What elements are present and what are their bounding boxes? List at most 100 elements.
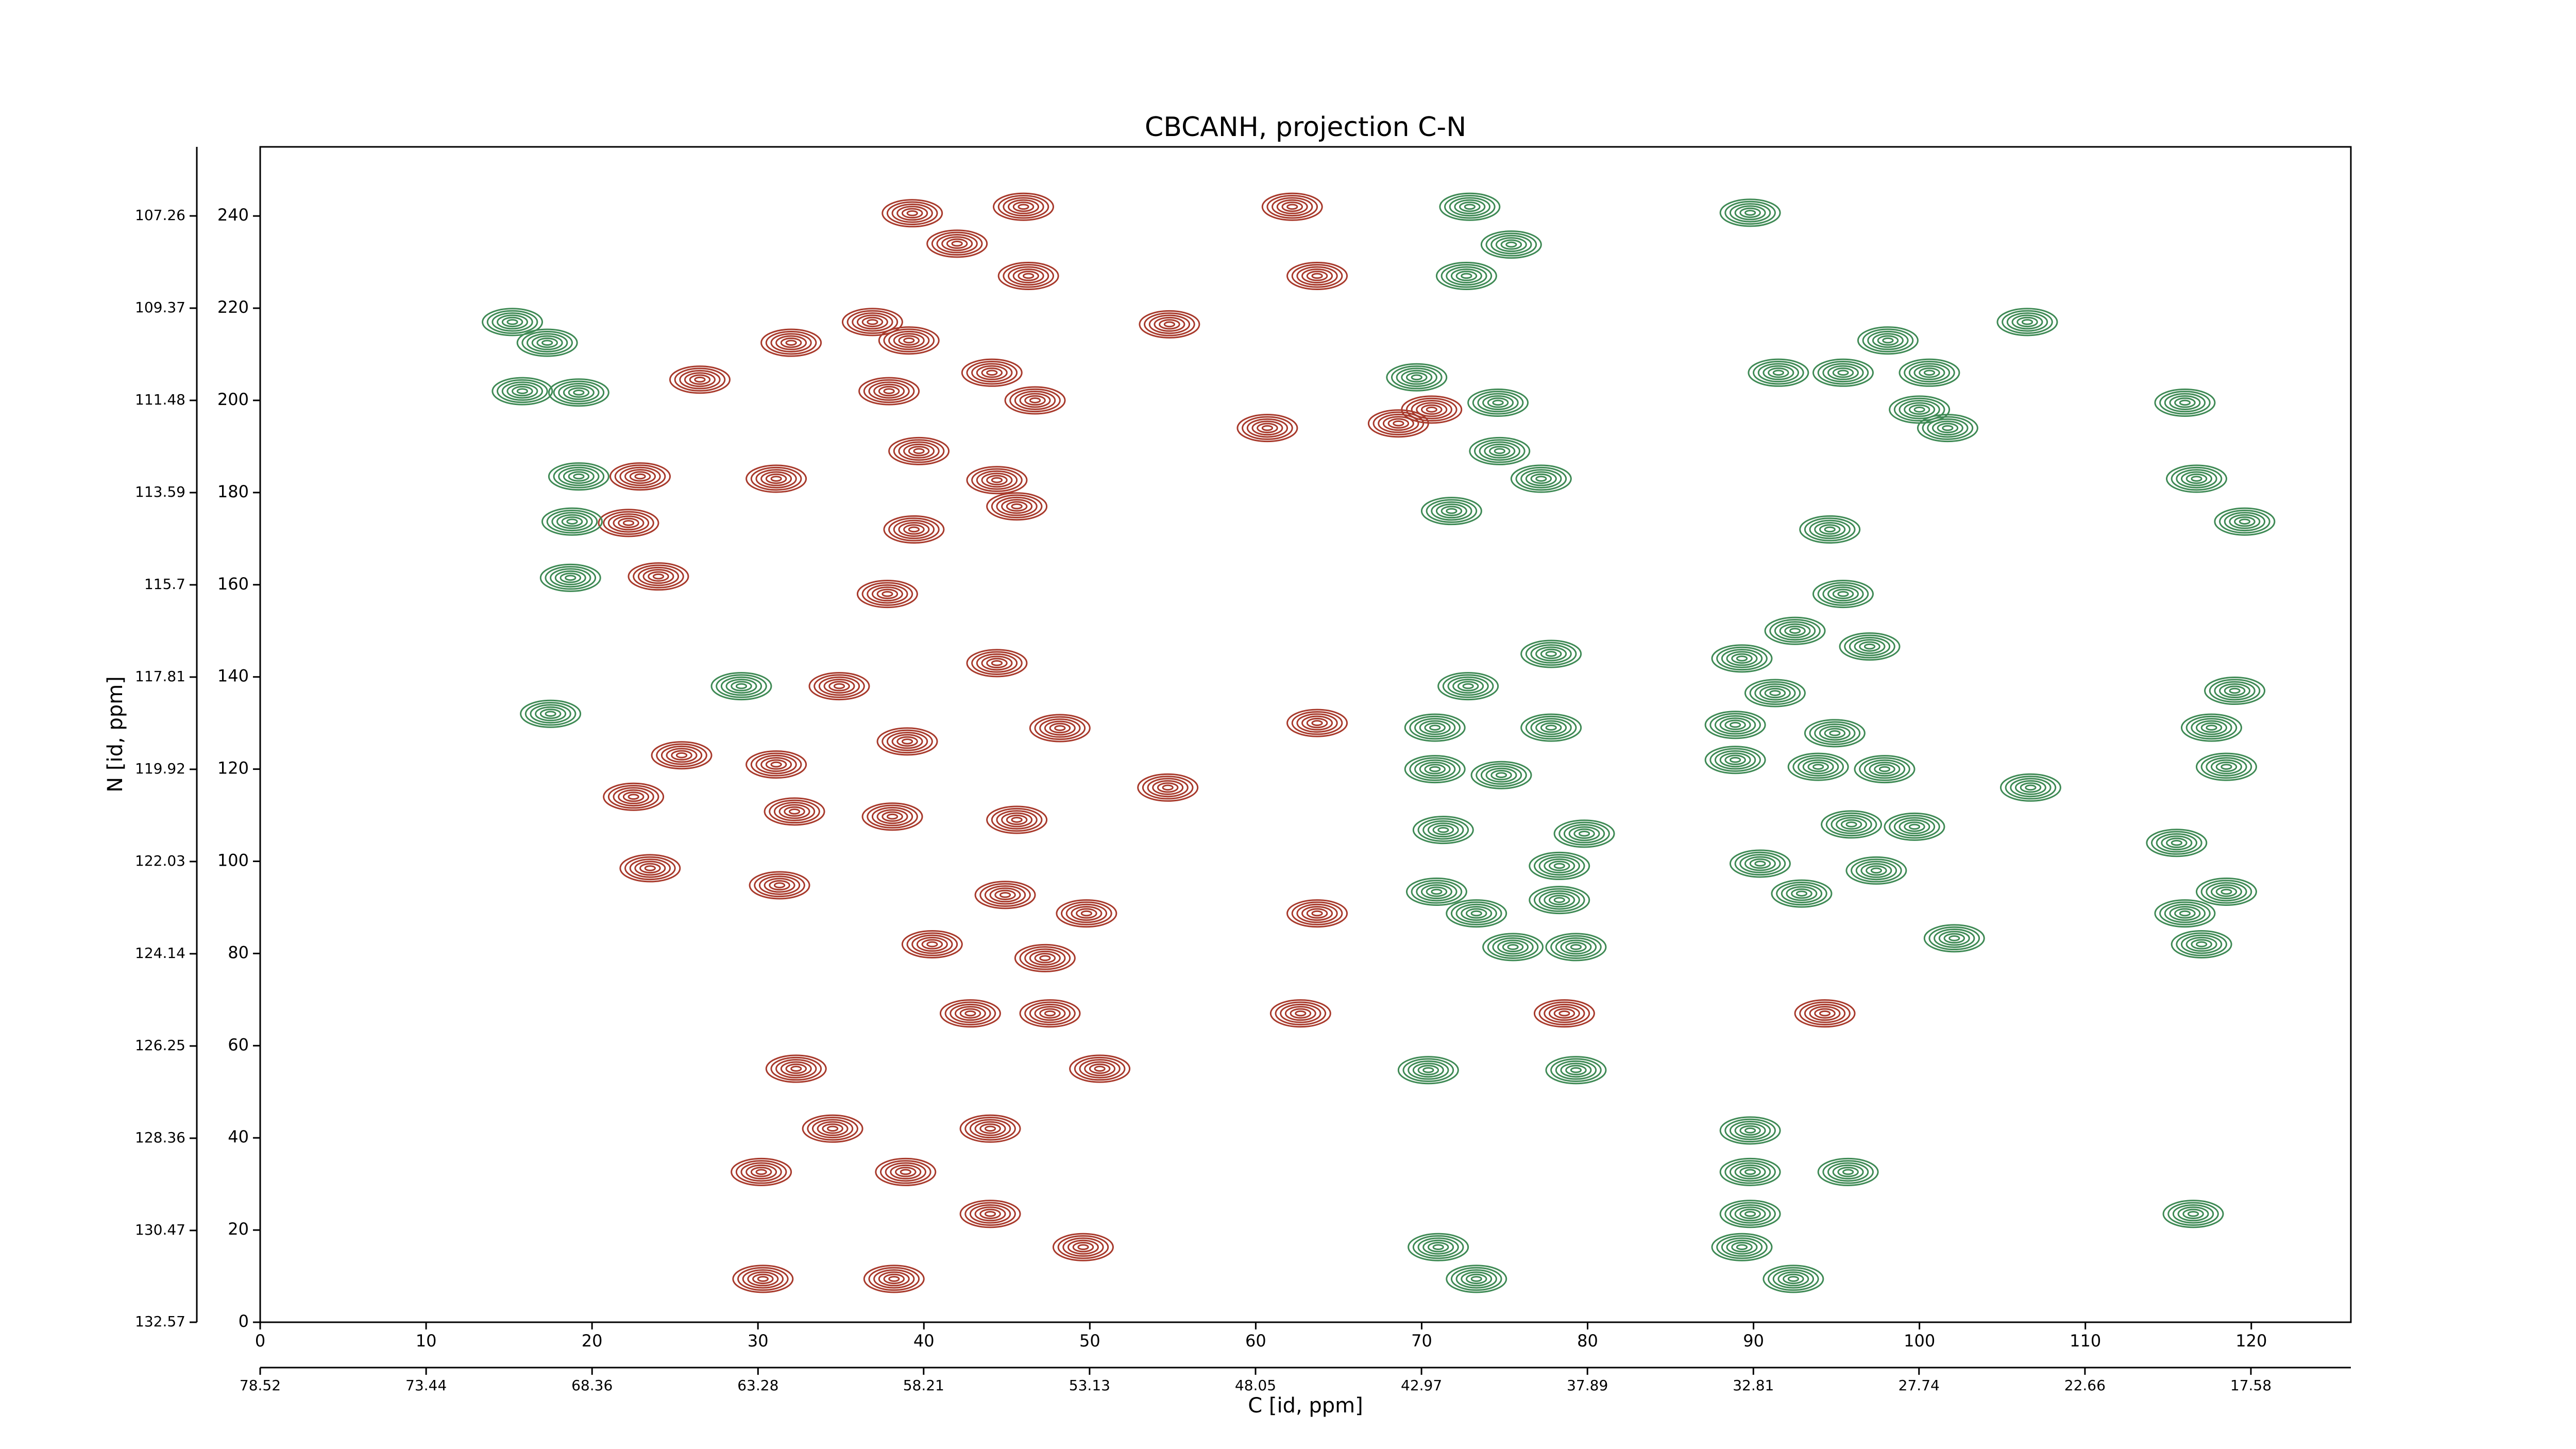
contour-level: [1867, 330, 1909, 350]
contour-level: [996, 810, 1038, 830]
contour-level: [1791, 888, 1812, 899]
y-tick-label: 100: [217, 850, 249, 870]
contour-level: [966, 649, 1028, 678]
contour-level: [652, 573, 665, 580]
contour-level: [1719, 1157, 1781, 1186]
contour-level: [1311, 720, 1323, 726]
contour-level: [1799, 515, 1861, 544]
contour-level: [1011, 503, 1023, 510]
contour-level: [1729, 756, 1741, 763]
peak: [1764, 616, 1826, 645]
contour-level: [1711, 644, 1773, 673]
contour-level: [2206, 724, 2217, 731]
contour-level: [541, 340, 553, 346]
contour-level: [2234, 516, 2256, 527]
contour-level: [1869, 762, 1901, 777]
contour-level: [1029, 397, 1041, 403]
x-tick-label: 120: [2235, 1331, 2267, 1351]
contour-level: [1306, 271, 1328, 281]
contour-level: [1405, 878, 1467, 906]
contour-level: [1545, 1056, 1607, 1085]
peak: [1437, 672, 1499, 701]
contour-level: [750, 466, 802, 491]
contour-level: [639, 863, 661, 874]
contour-level: [1525, 471, 1557, 486]
contour-level: [1787, 1276, 1800, 1282]
contour-level: [2185, 715, 2238, 740]
contour-level: [1882, 337, 1894, 344]
contour-level: [1284, 1006, 1316, 1021]
contour-level: [545, 566, 597, 590]
contour-level: [1246, 418, 1289, 438]
contour-level: [1544, 892, 1575, 908]
contour-level: [984, 885, 1026, 905]
contour-level: [1719, 717, 1751, 733]
contour-level: [2167, 1202, 2219, 1226]
contour-level: [1139, 310, 1200, 339]
contour-level: [1736, 1244, 1748, 1251]
contour-level: [1877, 335, 1899, 346]
peak: [959, 1114, 1021, 1143]
contour-level: [2151, 831, 2202, 855]
contour-level: [1884, 812, 1945, 841]
contour-level: [1530, 644, 1572, 664]
contour-level: [1306, 717, 1328, 729]
contour-level: [1408, 1233, 1469, 1261]
contour-level: [770, 333, 812, 353]
contour-level: [1057, 1235, 1109, 1259]
contour-level: [2221, 888, 2232, 895]
contour-level: [1709, 748, 1761, 772]
contour-level: [1538, 856, 1580, 876]
contour-level: [1753, 361, 1804, 385]
contour-level: [1479, 441, 1520, 461]
contour-level: [1919, 367, 1940, 378]
contour-level: [1908, 823, 1921, 830]
peak: [1401, 395, 1463, 424]
contour-level: [1424, 722, 1446, 733]
peak: [1711, 1233, 1773, 1261]
contour-level: [1570, 944, 1582, 950]
x2-tick-label: 63.28: [737, 1377, 778, 1394]
contour-level: [999, 891, 1011, 898]
contour-level: [1837, 591, 1849, 597]
contour-level: [2224, 512, 2266, 532]
contour-level: [1769, 690, 1781, 696]
peak: [802, 1114, 863, 1143]
contour-level: [573, 473, 585, 480]
peak: [2195, 878, 2257, 906]
contour-level: [1893, 817, 1936, 837]
contour-level: [1488, 446, 1511, 457]
contour-level: [876, 809, 908, 824]
contour-level: [911, 934, 953, 954]
contour-level: [568, 471, 590, 482]
peak: [1467, 388, 1529, 417]
contour-level: [1393, 420, 1404, 427]
x2-tick-label: 78.52: [240, 1377, 281, 1394]
contour-level: [1550, 935, 1602, 959]
contour-level: [1923, 369, 1936, 376]
contour-level: [1457, 681, 1479, 692]
contour-level: [1465, 1273, 1487, 1285]
peak: [1553, 819, 1615, 848]
contour-level: [1011, 817, 1023, 823]
contour-level: [1814, 521, 1846, 537]
contour-level: [732, 1265, 794, 1293]
peak: [1019, 999, 1081, 1028]
contour-level: [1427, 822, 1459, 838]
peak: [901, 930, 963, 959]
contour-level: [1804, 1003, 1846, 1023]
contour-level: [1870, 867, 1883, 874]
contour-level: [858, 377, 920, 406]
contour-level: [755, 469, 797, 488]
contour-level: [2164, 393, 2206, 413]
contour-level: [2214, 681, 2256, 701]
contour-level: [1558, 821, 1610, 846]
peak: [1420, 497, 1482, 526]
peak: [1520, 713, 1582, 742]
contour-level: [1444, 195, 1496, 219]
contour-level: [634, 861, 666, 876]
peak: [1812, 358, 1874, 387]
contour-level: [2177, 1206, 2209, 1222]
contour-level: [769, 799, 820, 824]
contour-level: [1731, 653, 1753, 664]
